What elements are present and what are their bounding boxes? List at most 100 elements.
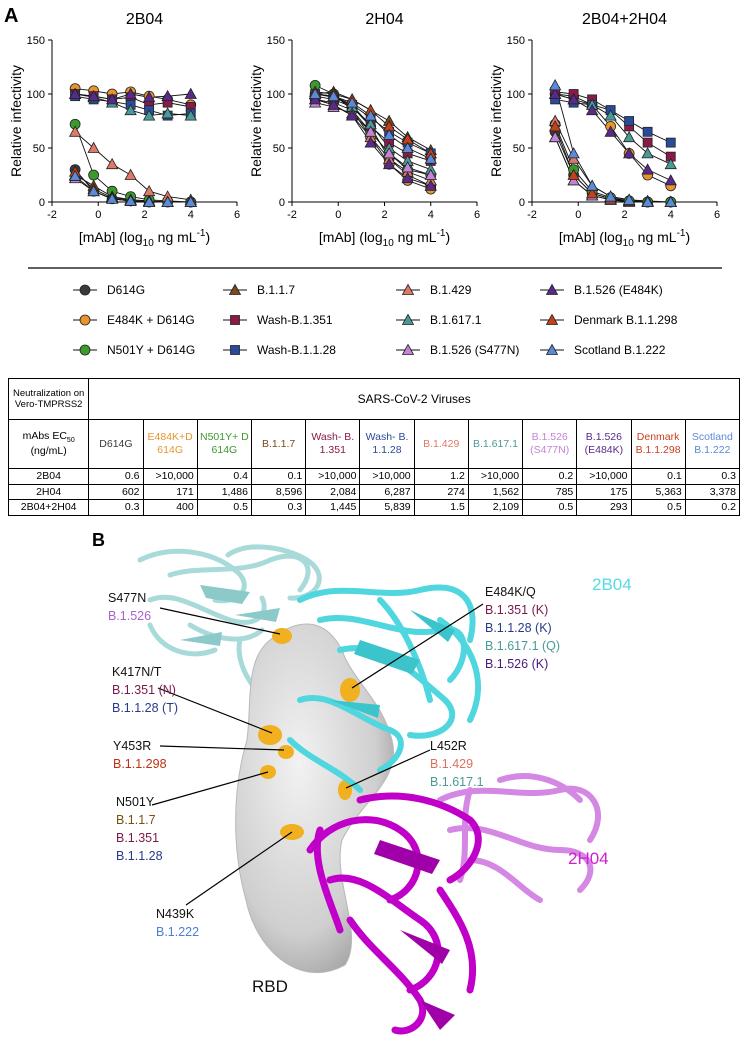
table-cell: 6,287 xyxy=(359,483,415,501)
marker xyxy=(642,126,653,137)
chart-title: 2B04+2H04 xyxy=(582,11,667,28)
legend-marker xyxy=(79,284,91,296)
marker xyxy=(308,87,322,99)
legend-label: Wash-B.1.1.28 xyxy=(257,343,336,357)
legend-marker xyxy=(230,345,240,355)
table-cell: >10,000 xyxy=(359,468,415,485)
marker xyxy=(567,147,580,159)
marker xyxy=(604,190,617,202)
x-tick-label: 2 xyxy=(141,209,147,221)
table-cell: 274 xyxy=(413,483,469,501)
legend-marker xyxy=(79,344,91,356)
x-tick-label: 4 xyxy=(188,209,194,221)
marker xyxy=(622,147,636,159)
x-axis-label-part: [mAb] (log xyxy=(319,229,383,245)
marker xyxy=(88,169,100,181)
lineage-label: B.1.351 (K) xyxy=(485,603,548,617)
marker xyxy=(401,171,414,184)
x-axis-label-part: 10 xyxy=(623,238,635,249)
x-axis-label: [mAb] (log10 ng mL-1) xyxy=(79,228,210,249)
legend-marker xyxy=(545,313,559,325)
antibody-light-chain xyxy=(137,544,322,703)
table-row-header: mAbs EC50 (ng/mL) xyxy=(7,419,90,469)
marker xyxy=(641,163,654,175)
table-cell: 785 xyxy=(522,483,578,501)
mutation-label: E484K/Q xyxy=(485,585,536,599)
lineage-label: B.1.617.1 xyxy=(430,775,484,789)
table-column-header: B.1.526 (E484K) xyxy=(576,419,632,469)
domain-label: RBD xyxy=(252,977,288,996)
marker xyxy=(624,116,635,126)
marker xyxy=(184,195,197,207)
lineage-label: B.1.429 xyxy=(430,757,473,771)
y-tick-label: 100 xyxy=(267,89,285,101)
marker xyxy=(604,109,617,121)
legend-label: Scotland B.1.222 xyxy=(574,343,666,357)
marker xyxy=(142,184,156,197)
table-column-header: Wash- B.1.351 xyxy=(305,419,361,469)
marker xyxy=(142,90,156,103)
marker xyxy=(664,157,677,170)
table-column-header: Scotland B.1.222 xyxy=(684,419,741,469)
x-tick-label: 2 xyxy=(381,209,387,221)
fit-line xyxy=(554,126,671,203)
table-cell: 0.3 xyxy=(684,468,741,485)
table-row: Neutralization on Vero-TMPRSS2 SARS-CoV-2… xyxy=(7,378,740,420)
marker xyxy=(68,169,82,181)
x-tick-label: 2 xyxy=(621,209,627,221)
row-header-part: mAbs EC xyxy=(22,429,67,442)
table-cell: 0.1 xyxy=(630,468,686,485)
legend-marker xyxy=(230,315,240,325)
legend-marker xyxy=(401,283,415,295)
y-tick-label: 100 xyxy=(27,89,45,101)
table-row: 2B04 0.6 >10,000 0.4 0.1 >10,000 >10,000 1.2 >10… xyxy=(7,468,741,485)
legend-label: N501Y + D614G xyxy=(107,343,195,357)
x-tick-label: 6 xyxy=(474,209,480,221)
marker xyxy=(622,193,636,205)
x-tick-label: 0 xyxy=(95,209,101,221)
x-tick-label: 0 xyxy=(575,209,581,221)
antibody-label: 2H04 xyxy=(568,849,609,868)
mutation-label: L452R xyxy=(430,739,467,753)
marker xyxy=(664,195,677,207)
table-row: mAbs EC50 (ng/mL) D614G E484K+D614G N501Y+ … xyxy=(7,419,741,469)
marker xyxy=(327,89,340,102)
y-tick-label: 150 xyxy=(507,35,525,47)
antibody2-arrows xyxy=(374,840,455,1030)
mutation-label: S477N xyxy=(108,591,146,605)
marker xyxy=(68,125,82,137)
table-cell: 0.5 xyxy=(196,499,252,516)
marker xyxy=(68,87,82,99)
marker xyxy=(604,125,617,137)
table-cell: 1.2 xyxy=(413,468,469,485)
y-tick-label: 50 xyxy=(33,143,45,155)
table-cell: 0.6 xyxy=(88,468,144,485)
table-column-header: E484K+D614G xyxy=(142,419,198,469)
legend-label: D614G xyxy=(107,283,145,297)
marker xyxy=(401,141,414,153)
x-tick-label: 4 xyxy=(668,209,674,221)
marker xyxy=(142,109,156,121)
panel-label: A xyxy=(4,5,18,27)
table-cell: 0.2 xyxy=(522,468,578,485)
legend-marker xyxy=(79,314,91,326)
table-column-header: B.1.617.1 xyxy=(467,419,524,469)
marker xyxy=(664,174,677,186)
marker xyxy=(105,157,119,170)
antibody2-light-chain xyxy=(437,773,602,903)
marker xyxy=(665,137,676,148)
table-cell: 1,486 xyxy=(196,483,252,501)
marker xyxy=(124,168,137,180)
legend-label: Denmark B.1.1.298 xyxy=(574,313,678,327)
legend-marker xyxy=(401,313,415,325)
y-tick-label: 50 xyxy=(273,143,285,155)
marker xyxy=(585,179,599,191)
legend-marker xyxy=(228,283,242,295)
x-axis-label-part: ) xyxy=(685,229,690,245)
chart-title: 2B04 xyxy=(126,11,163,28)
marker xyxy=(382,128,396,140)
marker xyxy=(382,157,396,170)
y-tick-label: 100 xyxy=(507,89,525,101)
table-cell: 171 xyxy=(142,483,198,501)
